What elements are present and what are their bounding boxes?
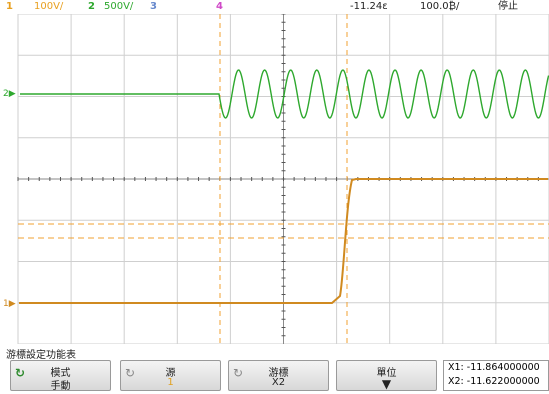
time-scale[interactable]: 100.0₿/	[420, 1, 460, 12]
arrow-down-icon: ▼	[381, 377, 392, 391]
mode-value: 手動	[50, 381, 71, 392]
scope-display: 2▶ 1▶	[3, 14, 549, 344]
ch4-number[interactable]: 4	[216, 1, 223, 12]
ch1-scale[interactable]: 100V/	[34, 1, 64, 12]
x1-readout: X1: -11.864000000	[448, 362, 540, 373]
ch1-waveform	[19, 178, 548, 304]
cursor-readout: X1: -11.864000000 X2: -11.622000000	[443, 360, 549, 391]
menu-title: 游標設定功能表	[6, 350, 76, 361]
ch2-number[interactable]: 2	[88, 1, 95, 12]
rotate-knob-icon: ↻	[125, 366, 136, 380]
units-softkey[interactable]: 單位 ▼	[336, 360, 437, 391]
rotate-knob-icon: ↻	[233, 366, 244, 380]
source-label: 源	[165, 368, 176, 379]
ch1-ground-marker[interactable]: 1▶	[3, 299, 16, 309]
mode-softkey[interactable]: ↻ 模式 手動	[10, 360, 111, 392]
run-state[interactable]: 停止	[498, 1, 518, 12]
time-delay[interactable]: -11.24ε	[350, 1, 388, 12]
source-softkey[interactable]: ↻ 源 1	[120, 360, 221, 391]
ch2-ground-marker[interactable]: 2▶	[3, 89, 16, 99]
cursors-label: 游標	[268, 368, 289, 379]
cursors-softkey[interactable]: ↻ 游標 X2	[228, 360, 329, 391]
status-bar: 1 100V/ 2 500V/ 3 4 -11.24ε 100.0₿/ 停止	[0, 0, 549, 14]
units-label: 單位	[376, 368, 397, 379]
mode-label: 模式	[50, 368, 71, 379]
cursors-value: X2	[271, 377, 286, 388]
ch3-number[interactable]: 3	[150, 1, 157, 12]
ch2-waveform	[20, 69, 549, 119]
ch2-scale[interactable]: 500V/	[104, 1, 134, 12]
ch1-number[interactable]: 1	[6, 1, 13, 12]
source-value: 1	[167, 377, 174, 388]
rotate-knob-icon: ↻	[15, 366, 26, 380]
x2-readout: X2: -11.622000000	[448, 376, 540, 387]
